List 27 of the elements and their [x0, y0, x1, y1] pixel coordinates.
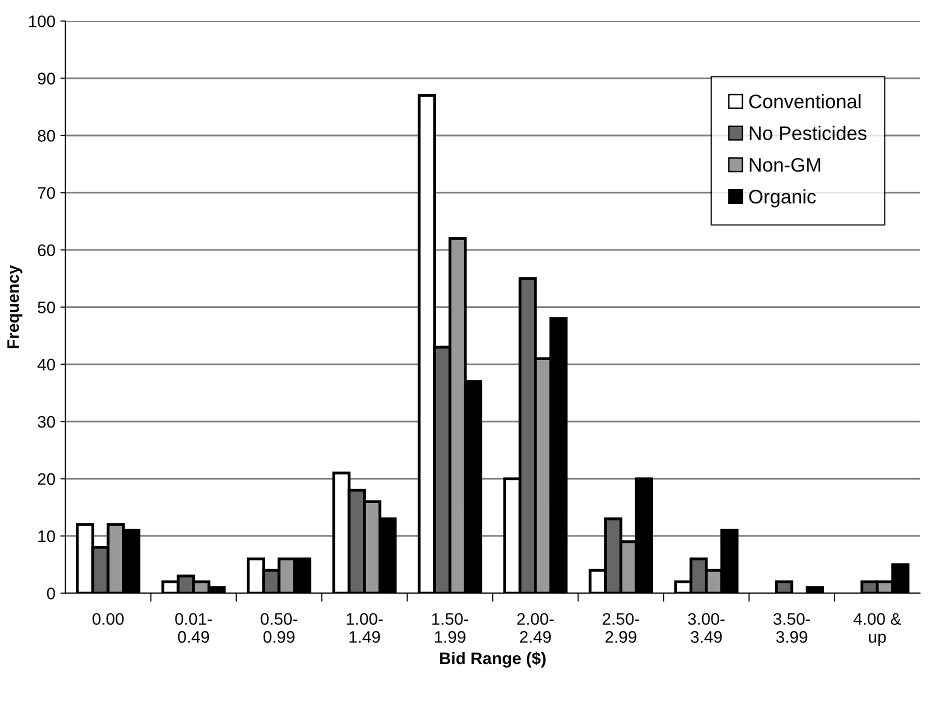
- y-tick-label: 70: [38, 187, 56, 199]
- legend-label: Conventional: [749, 94, 860, 108]
- x-tick-label: 2.00- 2.49: [517, 613, 554, 643]
- y-tick-label: 10: [38, 530, 56, 542]
- y-tick-label: 80: [38, 130, 56, 142]
- y-tick-label: 0: [47, 588, 56, 600]
- x-tick-label: 1.50- 1.99: [432, 613, 468, 643]
- y-axis-title: Frequency: [7, 265, 22, 348]
- y-tick-label: 40: [38, 358, 56, 371]
- x-tick-label: 4.00 & up: [854, 613, 902, 646]
- x-tick-label: 0.00: [92, 613, 124, 625]
- y-tick-label: 100: [29, 15, 56, 28]
- legend-label: No Pesticides: [750, 126, 866, 140]
- y-tick-label: 30: [38, 416, 56, 428]
- x-tick-label: 2.50- 2.99: [602, 613, 640, 643]
- y-tick-label: 90: [38, 72, 56, 84]
- x-tick-label: 3.50- 3.99: [773, 613, 810, 643]
- x-tick-label: 1.00- 1.49: [346, 613, 383, 643]
- y-tick-label: 60: [38, 244, 56, 256]
- legend-label: Non-GM: [750, 158, 820, 172]
- x-axis-title: Bid Range ($): [440, 652, 546, 668]
- x-tick-label: 3.00- 3.49: [688, 613, 725, 643]
- legend-label: Organic: [749, 189, 816, 208]
- x-tick-label: 0.01- 0.49: [175, 613, 212, 643]
- y-tick-label: 20: [38, 473, 56, 485]
- x-tick-label: 0.50- 0.99: [260, 613, 298, 643]
- y-tick-label: 50: [38, 302, 56, 314]
